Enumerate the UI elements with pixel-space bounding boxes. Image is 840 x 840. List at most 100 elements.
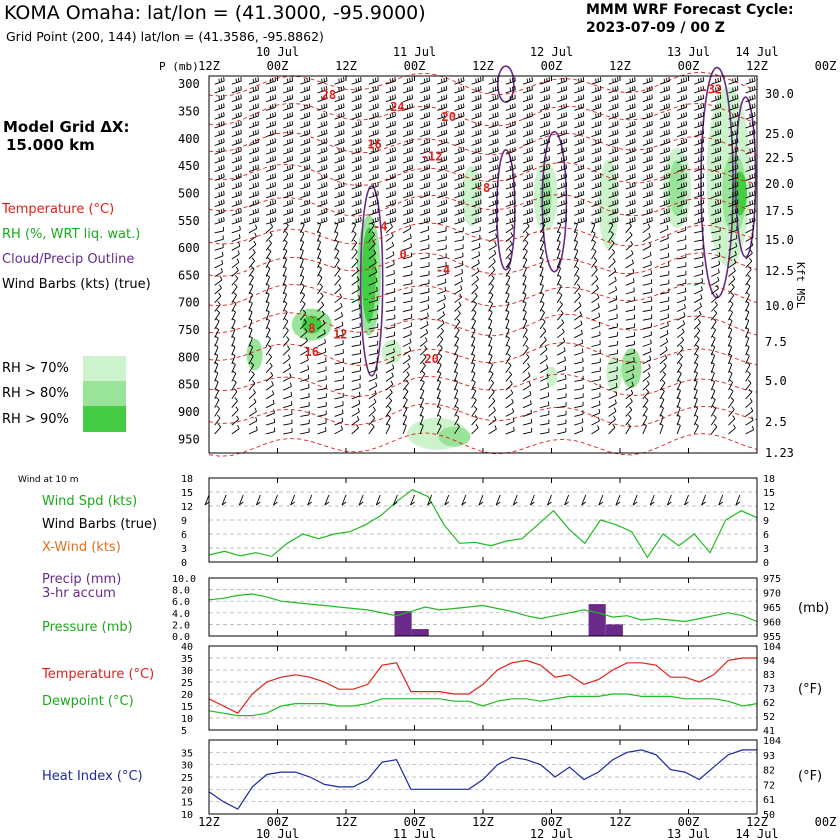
wind-barb: [385, 309, 395, 312]
wind-barb: [317, 268, 322, 277]
wind-barb-flag: [343, 129, 345, 134]
wind-barb: [539, 330, 547, 338]
wind-barb: [317, 141, 328, 146]
wind-barb-flag: [454, 353, 459, 356]
isotherm: [208, 161, 758, 187]
heat-tick-left: 30: [181, 761, 193, 772]
wind-barb-flag: [717, 165, 719, 170]
wind-barb: [676, 115, 687, 120]
wind-barb-flag: [269, 87, 272, 92]
heat-tick-right: 50: [763, 810, 775, 821]
wind-barb-flag: [529, 217, 531, 222]
heat-panel-frame: [208, 739, 758, 815]
wind-barb: [728, 141, 739, 146]
wind-barb: [402, 342, 412, 347]
wind-barb: [317, 98, 328, 103]
wind-barb: [573, 259, 579, 268]
wind-barb-flag: [539, 248, 544, 252]
wind-barb-flag: [595, 209, 597, 214]
wind-barb: [557, 378, 567, 382]
wind-barb: [539, 176, 550, 181]
wind-barb-flag: [237, 104, 240, 109]
wind-barb: [642, 176, 653, 181]
wind-barb-flag: [613, 407, 617, 412]
wind-barb-flag: [372, 174, 375, 179]
wind-barb: [694, 220, 704, 225]
wind-barb-flag: [443, 86, 445, 91]
wind-barb-flag: [614, 77, 617, 82]
wind-barb-flag: [565, 216, 568, 222]
wind-barb-flag: [732, 113, 734, 118]
wind-barb-flag: [663, 157, 666, 162]
wind-barb-flag: [406, 192, 409, 197]
wind-barb: [693, 338, 700, 347]
wind-barb-flag: [676, 388, 681, 391]
wind-barb-flag: [357, 182, 360, 187]
wind-barb-flag: [340, 182, 343, 187]
surface-wind-barb-flag: [256, 501, 261, 506]
wind-barb-flag: [289, 130, 291, 135]
surface-wind-barb-flag: [238, 501, 244, 506]
wind-barb-flag: [582, 182, 585, 187]
wind-barb-flag: [680, 174, 683, 179]
wind-barb-flag: [649, 347, 652, 352]
wind-barb: [745, 133, 756, 138]
wind-barb-flag: [717, 182, 719, 187]
wind-barb: [522, 356, 530, 365]
wind-barb-flag: [233, 379, 237, 383]
wind-barb-flag: [343, 199, 345, 204]
wind-barb-flag: [306, 77, 308, 82]
wind-barb-flag: [511, 139, 514, 144]
wind-barb-flag: [374, 139, 377, 144]
wind-barb-flag: [631, 156, 634, 161]
wind-barb: [419, 340, 428, 347]
wind-barb-flag: [576, 283, 581, 288]
wind-barb-flag: [492, 183, 494, 188]
wind-barb-flag: [524, 248, 528, 252]
wind-barb-flag: [492, 266, 496, 271]
wind-barb-flag: [475, 104, 477, 109]
wind-barb: [317, 203, 328, 208]
wind-barb-flag: [526, 218, 529, 223]
wind-barb-flag: [303, 318, 307, 323]
wind-barb-flag: [749, 397, 753, 402]
wind-barb-flag: [489, 361, 493, 365]
wind-barb-flag: [372, 131, 375, 136]
wind-barb-flag: [237, 139, 240, 144]
wind-barb-flag: [475, 113, 477, 118]
wind-barb-flag: [511, 217, 514, 222]
wind-barb-flag: [255, 416, 258, 422]
wind-barb-flag: [291, 112, 294, 117]
wind-barb-flag: [321, 78, 323, 83]
wind-barb: [625, 220, 636, 225]
wind-barb-flag: [683, 86, 685, 91]
wind-barb: [454, 296, 462, 304]
wind-barb-flag: [629, 78, 631, 83]
wind-barb-flag: [215, 388, 219, 392]
wind-barb-flag: [462, 85, 465, 90]
wind-barb-flag: [374, 121, 377, 126]
wind-barb-flag: [734, 86, 737, 91]
rh-shading: [545, 366, 558, 387]
wind-barb-flag: [643, 414, 648, 418]
wind-barb-flag: [595, 275, 599, 280]
surface-wind-barb-flag: [581, 501, 587, 506]
wind-barb-flag: [668, 129, 670, 134]
wind-barb-flag: [565, 173, 568, 178]
wind-barb-flag: [697, 148, 700, 153]
wind-barb-flag: [454, 396, 459, 400]
wind-barb-flag: [661, 388, 665, 392]
wind-barb-flag: [646, 192, 649, 197]
wind-barb-flag: [736, 216, 739, 222]
wind-barb-flag: [420, 379, 425, 383]
wind-barb-flag: [632, 365, 635, 370]
wind-barb-flag: [458, 218, 460, 223]
wind-barb-flag: [751, 139, 754, 144]
wind-barb: [368, 253, 377, 260]
wind-barb-flag: [514, 164, 516, 169]
wind-barb-flag: [514, 147, 516, 152]
wind-barb-flag: [749, 131, 751, 136]
wind-barb-flag: [360, 208, 362, 213]
wind-barb-flag: [274, 120, 277, 125]
pressure-label: Pressure (mb): [42, 620, 133, 635]
